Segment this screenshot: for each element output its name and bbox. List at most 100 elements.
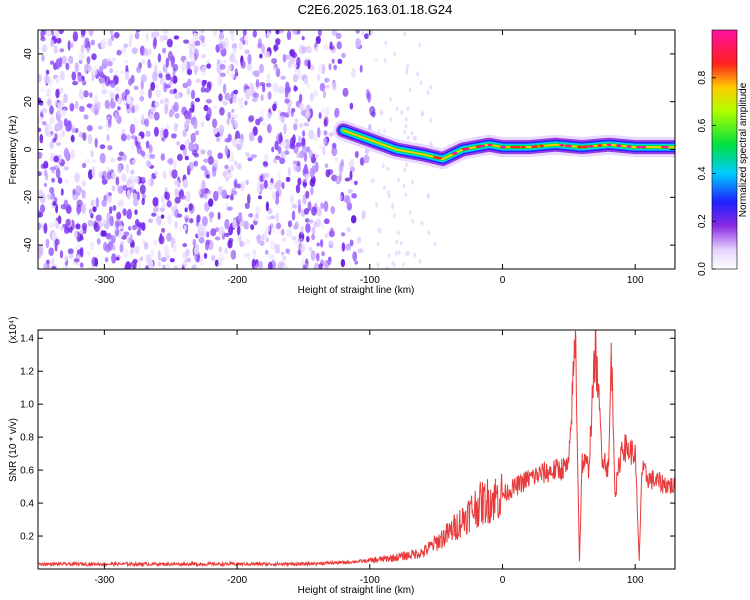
- spectrogram-noise-cell: [83, 114, 89, 120]
- spectrogram-noise-cell: [238, 97, 244, 106]
- spectrogram-noise-cell: [193, 160, 199, 167]
- spectrogram-noise-cell: [255, 78, 260, 88]
- spectrogram-noise-cell: [323, 200, 329, 212]
- spectrogram-hotspot: [515, 145, 521, 149]
- spectrogram-noise-cell: [141, 198, 145, 206]
- spectrogram-noise-cell: [253, 265, 258, 269]
- spectrogram-noise-cell: [198, 237, 205, 244]
- spectrogram-noise-cell: [246, 252, 251, 261]
- spectrogram-noise-cell: [280, 151, 287, 158]
- spectrogram-noise-cell: [316, 73, 321, 82]
- spectrogram-noise-cell: [167, 214, 172, 225]
- spectrogram-noise-cell: [312, 134, 319, 141]
- spectrogram-noise-cell: [203, 192, 208, 200]
- spectrogram-noise-cell: [90, 199, 95, 207]
- spectrogram-noise-cell: [125, 261, 132, 269]
- spectrogram-noise-cell: [174, 112, 180, 119]
- spectrogram-noise-cell: [350, 178, 355, 185]
- spectrogram-noise-cell: [131, 159, 136, 165]
- spectrogram-noise-cell: [50, 60, 54, 65]
- spectrogram-noise-cell: [117, 97, 123, 105]
- spectrogram-noise-cell: [194, 40, 201, 46]
- spectrogram-noise-cell: [119, 240, 125, 245]
- y-tick-label: 20: [23, 96, 34, 108]
- spectrogram-noise-cell: [222, 170, 227, 178]
- spectrogram-noise-cell: [47, 193, 53, 200]
- spectrogram-noise-cell: [345, 243, 351, 251]
- spectrogram-noise-cell: [274, 243, 280, 252]
- spectrogram-noise-cell: [109, 68, 114, 74]
- spectrogram-noise-cell: [153, 111, 160, 121]
- spectrogram-noise-cell: [119, 70, 125, 75]
- spectrogram-noise-cell: [184, 155, 189, 161]
- spectrogram-noise-cell: [305, 223, 311, 234]
- spectrogram-noise-cell: [340, 259, 346, 268]
- spectrogram-noise-cell: [111, 253, 117, 264]
- spectrogram-noise-cell: [292, 73, 299, 83]
- spectrogram-noise-cell: [138, 177, 143, 184]
- spectrogram-noise-cell: [81, 180, 86, 187]
- spectrogram-noise-cell: [192, 239, 197, 247]
- spectrogram-noise-cell: [286, 30, 292, 41]
- spectrogram-noise-cell: [164, 191, 168, 200]
- spectrogram-noise-cell: [88, 208, 93, 215]
- spectrogram-noise-cell: [132, 192, 138, 200]
- spectrogram-noise-cell: [124, 59, 129, 64]
- spectrogram-noise-cell: [277, 170, 281, 179]
- spectrogram-noise-cell: [162, 30, 169, 35]
- spectrogram-noise-cell: [233, 180, 237, 189]
- spectrogram-noise-cell: [403, 129, 407, 135]
- spectrogram-noise-cell: [100, 230, 107, 237]
- spectrogram-noise-cell: [105, 166, 111, 172]
- spectrogram-noise-cell: [303, 122, 310, 127]
- spectrogram-noise-cell: [306, 83, 311, 89]
- spectrogram-noise-cell: [156, 215, 162, 226]
- spectrogram-noise-cell: [245, 179, 249, 186]
- spectrogram-noise-cell: [317, 127, 321, 138]
- spectrogram-noise-cell: [150, 106, 156, 113]
- spectrogram-noise-cell: [265, 224, 270, 233]
- spectrogram-noise-cell: [207, 190, 212, 195]
- spectrogram-noise-cell: [160, 131, 164, 139]
- spectrogram-noise-cell: [219, 31, 224, 43]
- spectrogram-noise-cell: [173, 179, 179, 186]
- spectrogram-noise-cell: [319, 144, 323, 150]
- spectrogram-noise-cell: [182, 82, 189, 89]
- spectrogram-noise-cell: [185, 191, 191, 202]
- spectrogram-noise-cell: [194, 243, 199, 251]
- spectrogram-noise-cell: [337, 193, 343, 201]
- spectrogram-noise-cell: [95, 214, 102, 222]
- spectrogram-noise-cell: [268, 261, 273, 269]
- spectrogram-noise-cell: [286, 228, 293, 239]
- spectrogram-noise-cell: [359, 157, 365, 166]
- spectrogram-noise-cell: [191, 149, 198, 156]
- spectrogram-noise-cell: [233, 89, 239, 95]
- spectrogram-noise-cell: [305, 45, 312, 53]
- spectrogram-noise-cell: [367, 91, 372, 103]
- spectrogram-noise-cell: [318, 64, 324, 74]
- spectrogram-noise-cell: [70, 149, 75, 160]
- y-tick-label: 0.4: [20, 499, 34, 510]
- spectrogram-noise-cell: [218, 246, 223, 253]
- spectrogram-noise-cell: [213, 190, 219, 202]
- spectrogram-noise-cell: [376, 241, 380, 247]
- spectrogram-noise-cell: [148, 47, 152, 56]
- y-tick-label: 1.0: [20, 400, 34, 411]
- spectrogram-noise-cell: [153, 31, 160, 37]
- spectrogram-noise-cell: [203, 252, 208, 259]
- spectrogram-noise-cell: [109, 215, 114, 227]
- spectrogram-noise-cell: [206, 59, 211, 65]
- spectrogram-noise-cell: [212, 30, 217, 37]
- spectrogram-noise-cell: [263, 172, 270, 179]
- spectrogram-noise-cell: [49, 116, 55, 125]
- spectrogram-noise-cell: [227, 111, 232, 120]
- spectrogram-noise-cell: [162, 203, 167, 209]
- spectrogram-noise-cell: [320, 202, 324, 209]
- spectrogram-noise-cell: [184, 207, 188, 213]
- top-y-axis-label: Frequency (Hz): [8, 116, 19, 185]
- spectrogram-noise-cell: [297, 203, 302, 214]
- spectrogram-noise-cell: [99, 144, 106, 150]
- spectrogram-noise-cell: [225, 218, 230, 230]
- spectrogram-noise-cell: [229, 164, 234, 172]
- spectrogram-noise-cell: [147, 179, 152, 185]
